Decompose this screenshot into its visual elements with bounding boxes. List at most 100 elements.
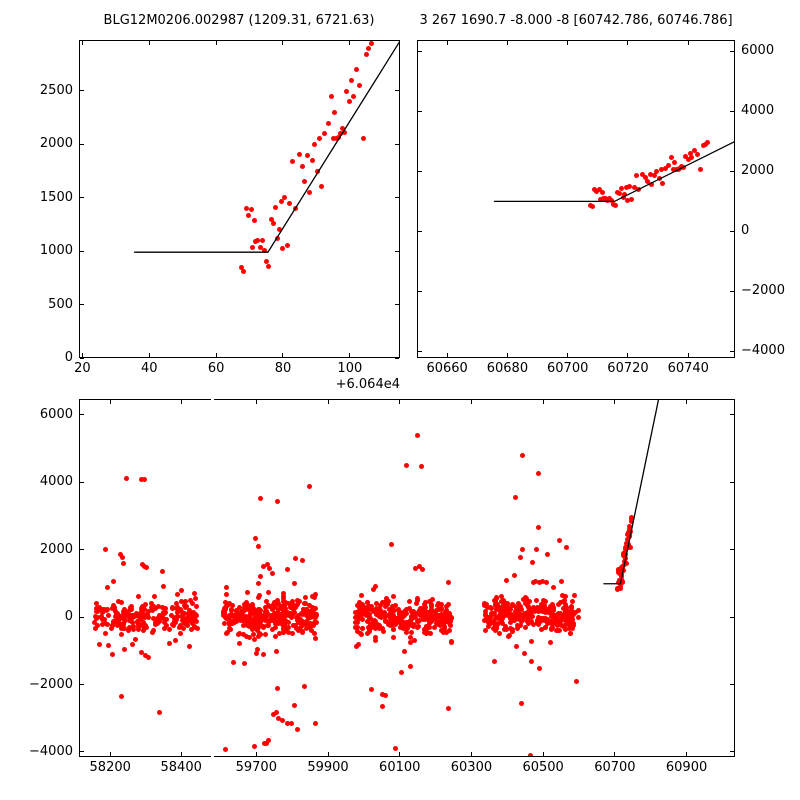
axis-spine-top (214, 399, 735, 400)
scatter-point (396, 615, 402, 621)
scatter-point (627, 523, 633, 529)
scatter-point (374, 601, 380, 607)
scatter-point (418, 463, 424, 469)
scatter-point (390, 594, 396, 600)
scatter-point (542, 624, 548, 630)
x-axis-tick (255, 400, 257, 404)
scatter-point (407, 634, 413, 640)
scatter-point (273, 205, 279, 211)
scatter-point (666, 162, 672, 168)
scatter-point (286, 620, 292, 626)
scatter-point (390, 609, 396, 615)
x-tick-label: 60500 (522, 760, 564, 775)
scatter-point (562, 594, 568, 600)
scatter-point (551, 605, 557, 611)
scatter-point (402, 622, 408, 628)
scatter-point (312, 613, 318, 619)
scatter-point (427, 598, 433, 604)
scatter-point (151, 593, 157, 599)
scatter-point (92, 619, 98, 625)
scatter-point (111, 603, 117, 609)
scatter-point (491, 659, 497, 665)
scatter-point (365, 600, 371, 606)
scatter-point (285, 629, 291, 635)
scatter-point (553, 627, 559, 633)
scatter-point (524, 595, 530, 601)
scatter-point (268, 216, 274, 222)
scatter-point (387, 616, 393, 622)
x-axis-tick (470, 752, 472, 756)
scatter-point (353, 644, 359, 650)
scatter-point (293, 623, 299, 629)
scatter-point (496, 615, 502, 621)
axis-spine-bottom (79, 756, 211, 757)
scatter-point (249, 626, 255, 632)
y-axis-tick (80, 357, 84, 359)
scatter-point (429, 597, 435, 603)
scatter-point (517, 554, 523, 560)
scatter-point (281, 607, 287, 613)
scatter-point (251, 743, 257, 749)
scatter-point (298, 617, 304, 623)
scatter-point (530, 622, 536, 628)
y-axis-tick (730, 549, 734, 551)
scatter-point (271, 221, 277, 227)
scatter-point (141, 628, 147, 634)
scatter-point (503, 604, 509, 610)
scatter-point (296, 152, 302, 158)
x-axis-tick (567, 353, 569, 357)
scatter-point (390, 634, 396, 640)
scatter-point (308, 611, 314, 617)
scatter-point (569, 598, 575, 604)
scatter-point (223, 592, 229, 598)
scatter-point (499, 618, 505, 624)
scatter-point (264, 562, 270, 568)
scatter-point (312, 141, 318, 147)
scatter-point (404, 462, 410, 468)
x-axis-tick (349, 353, 351, 357)
x-axis-tick (399, 752, 401, 756)
scatter-point (408, 620, 414, 626)
scatter-point (429, 619, 435, 625)
scatter-point (570, 610, 576, 616)
scatter-point (426, 625, 432, 631)
scatter-point (370, 586, 376, 592)
scatter-point (550, 585, 556, 591)
scatter-point (512, 609, 518, 615)
scatter-point (381, 629, 387, 634)
scatter-point (143, 624, 149, 630)
y-axis-tick (395, 197, 399, 199)
scatter-point (520, 546, 526, 552)
scatter-point (567, 616, 573, 622)
y-axis-tick (418, 110, 422, 112)
scatter-point (524, 615, 530, 621)
scatter-point (385, 622, 391, 628)
scatter-point (305, 153, 311, 159)
y-axis-tick (418, 50, 422, 52)
scatter-point (369, 604, 375, 610)
scatter-point (149, 600, 155, 606)
scatter-point (530, 579, 536, 585)
scatter-point (569, 616, 575, 622)
scatter-point (130, 613, 136, 619)
scatter-point (155, 619, 161, 625)
scatter-point (423, 625, 429, 631)
scatter-point (119, 622, 125, 628)
scatter-point (292, 609, 298, 615)
scatter-point (153, 622, 159, 628)
scatter-point (116, 616, 122, 622)
scatter-point (125, 627, 131, 633)
scatter-point (415, 432, 421, 438)
scatter-point (251, 636, 257, 642)
scatter-point (685, 156, 691, 162)
x-axis-tick (470, 400, 472, 404)
scatter-point (377, 611, 383, 617)
scatter-point (111, 578, 117, 584)
scatter-point (369, 41, 375, 47)
scatter-point (504, 626, 510, 632)
scatter-point (567, 631, 573, 637)
scatter-point (425, 630, 431, 636)
scatter-point (192, 596, 198, 602)
scatter-point (161, 625, 167, 631)
scatter-point (562, 625, 568, 631)
